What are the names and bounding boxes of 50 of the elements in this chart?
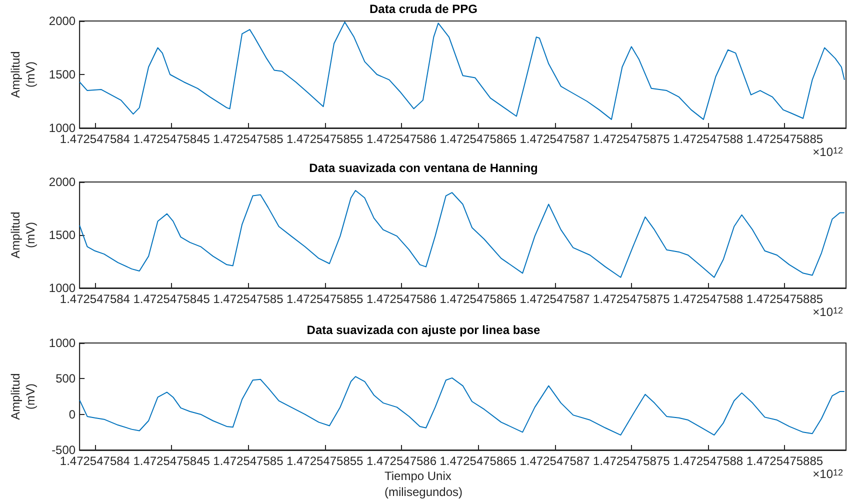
x-tick-label: 1.4725475865 (440, 454, 517, 468)
x-tick-label: 1.4725475875 (593, 132, 670, 146)
y-tick-label: 1500 (48, 68, 76, 82)
line-series (79, 22, 845, 120)
y-tick-label: 1500 (48, 228, 76, 242)
x-tick-label: 1.4725475845 (133, 454, 210, 468)
x-tick-label: 1.472547588 (673, 454, 744, 468)
y-tick-label: 2000 (48, 14, 76, 28)
y-axis-title: Amplitud (mV) (8, 51, 38, 98)
x-tick-label: 1.472547587 (520, 132, 590, 146)
x-tick-label: 1.4725475875 (593, 454, 670, 468)
x-tick-label: 1.472547588 (673, 292, 744, 306)
x-tick-label: 1.4725475885 (746, 454, 824, 468)
line-series (79, 376, 845, 436)
x-tick-label: 1.4725475845 (133, 292, 210, 306)
x-tick-label: 1.4725475885 (746, 292, 824, 306)
chart-title: Data suavizada con ventana de Hanning (309, 161, 538, 175)
y-tick-label: 1000 (48, 336, 76, 350)
x-tick-label: 1.4725475865 (440, 132, 517, 146)
x-tick-label: 1.4725475855 (286, 292, 364, 306)
x-tick-label: 1.4725475845 (133, 132, 210, 146)
x-tick-label: 1.472547586 (366, 454, 437, 468)
x-tick-label: 1.472547585 (213, 292, 284, 306)
line-series (79, 190, 845, 278)
x-tick-label: 1.472547584 (60, 292, 130, 306)
x-tick-label: 1.472547587 (520, 292, 590, 306)
x-tick-label: 1.472547584 (60, 454, 130, 468)
x-tick-label: 1.4725475855 (286, 454, 364, 468)
y-tick-label: 1000 (48, 121, 76, 135)
x-tick-label: 1.472547584 (60, 132, 130, 146)
x-tick-label: 1.472547585 (213, 454, 284, 468)
x-tick-label: 1.4725475865 (440, 292, 517, 306)
y-tick-label: 1000 (48, 281, 76, 295)
chart-title: Data suavizada con ajuste por linea base (306, 323, 541, 337)
y-axis-title: Amplitud (mV) (8, 373, 38, 420)
x-tick-label: 1.472547586 (366, 132, 437, 146)
x-tick-label: 1.472547585 (213, 132, 284, 146)
y-axis-title: Amplitud (mV) (8, 212, 38, 258)
y-tick-label: 0 (68, 407, 76, 422)
chart-title: Data cruda de PPG (369, 2, 478, 16)
y-tick-label: -500 (52, 443, 76, 457)
x-tick-label: 1.472547587 (520, 454, 590, 468)
y-tick-label: 2000 (48, 175, 76, 189)
x-tick-label: 1.472547586 (366, 292, 437, 306)
x-axis-title: Tiempo Unix (milisegundos) (384, 469, 463, 499)
x-tick-label: 1.4725475875 (593, 292, 670, 306)
x-tick-label: 1.4725475855 (286, 132, 364, 146)
x-tick-label: 1.472547588 (673, 132, 744, 146)
x-tick-label: 1.4725475885 (746, 132, 824, 146)
y-tick-label: 500 (56, 372, 76, 386)
